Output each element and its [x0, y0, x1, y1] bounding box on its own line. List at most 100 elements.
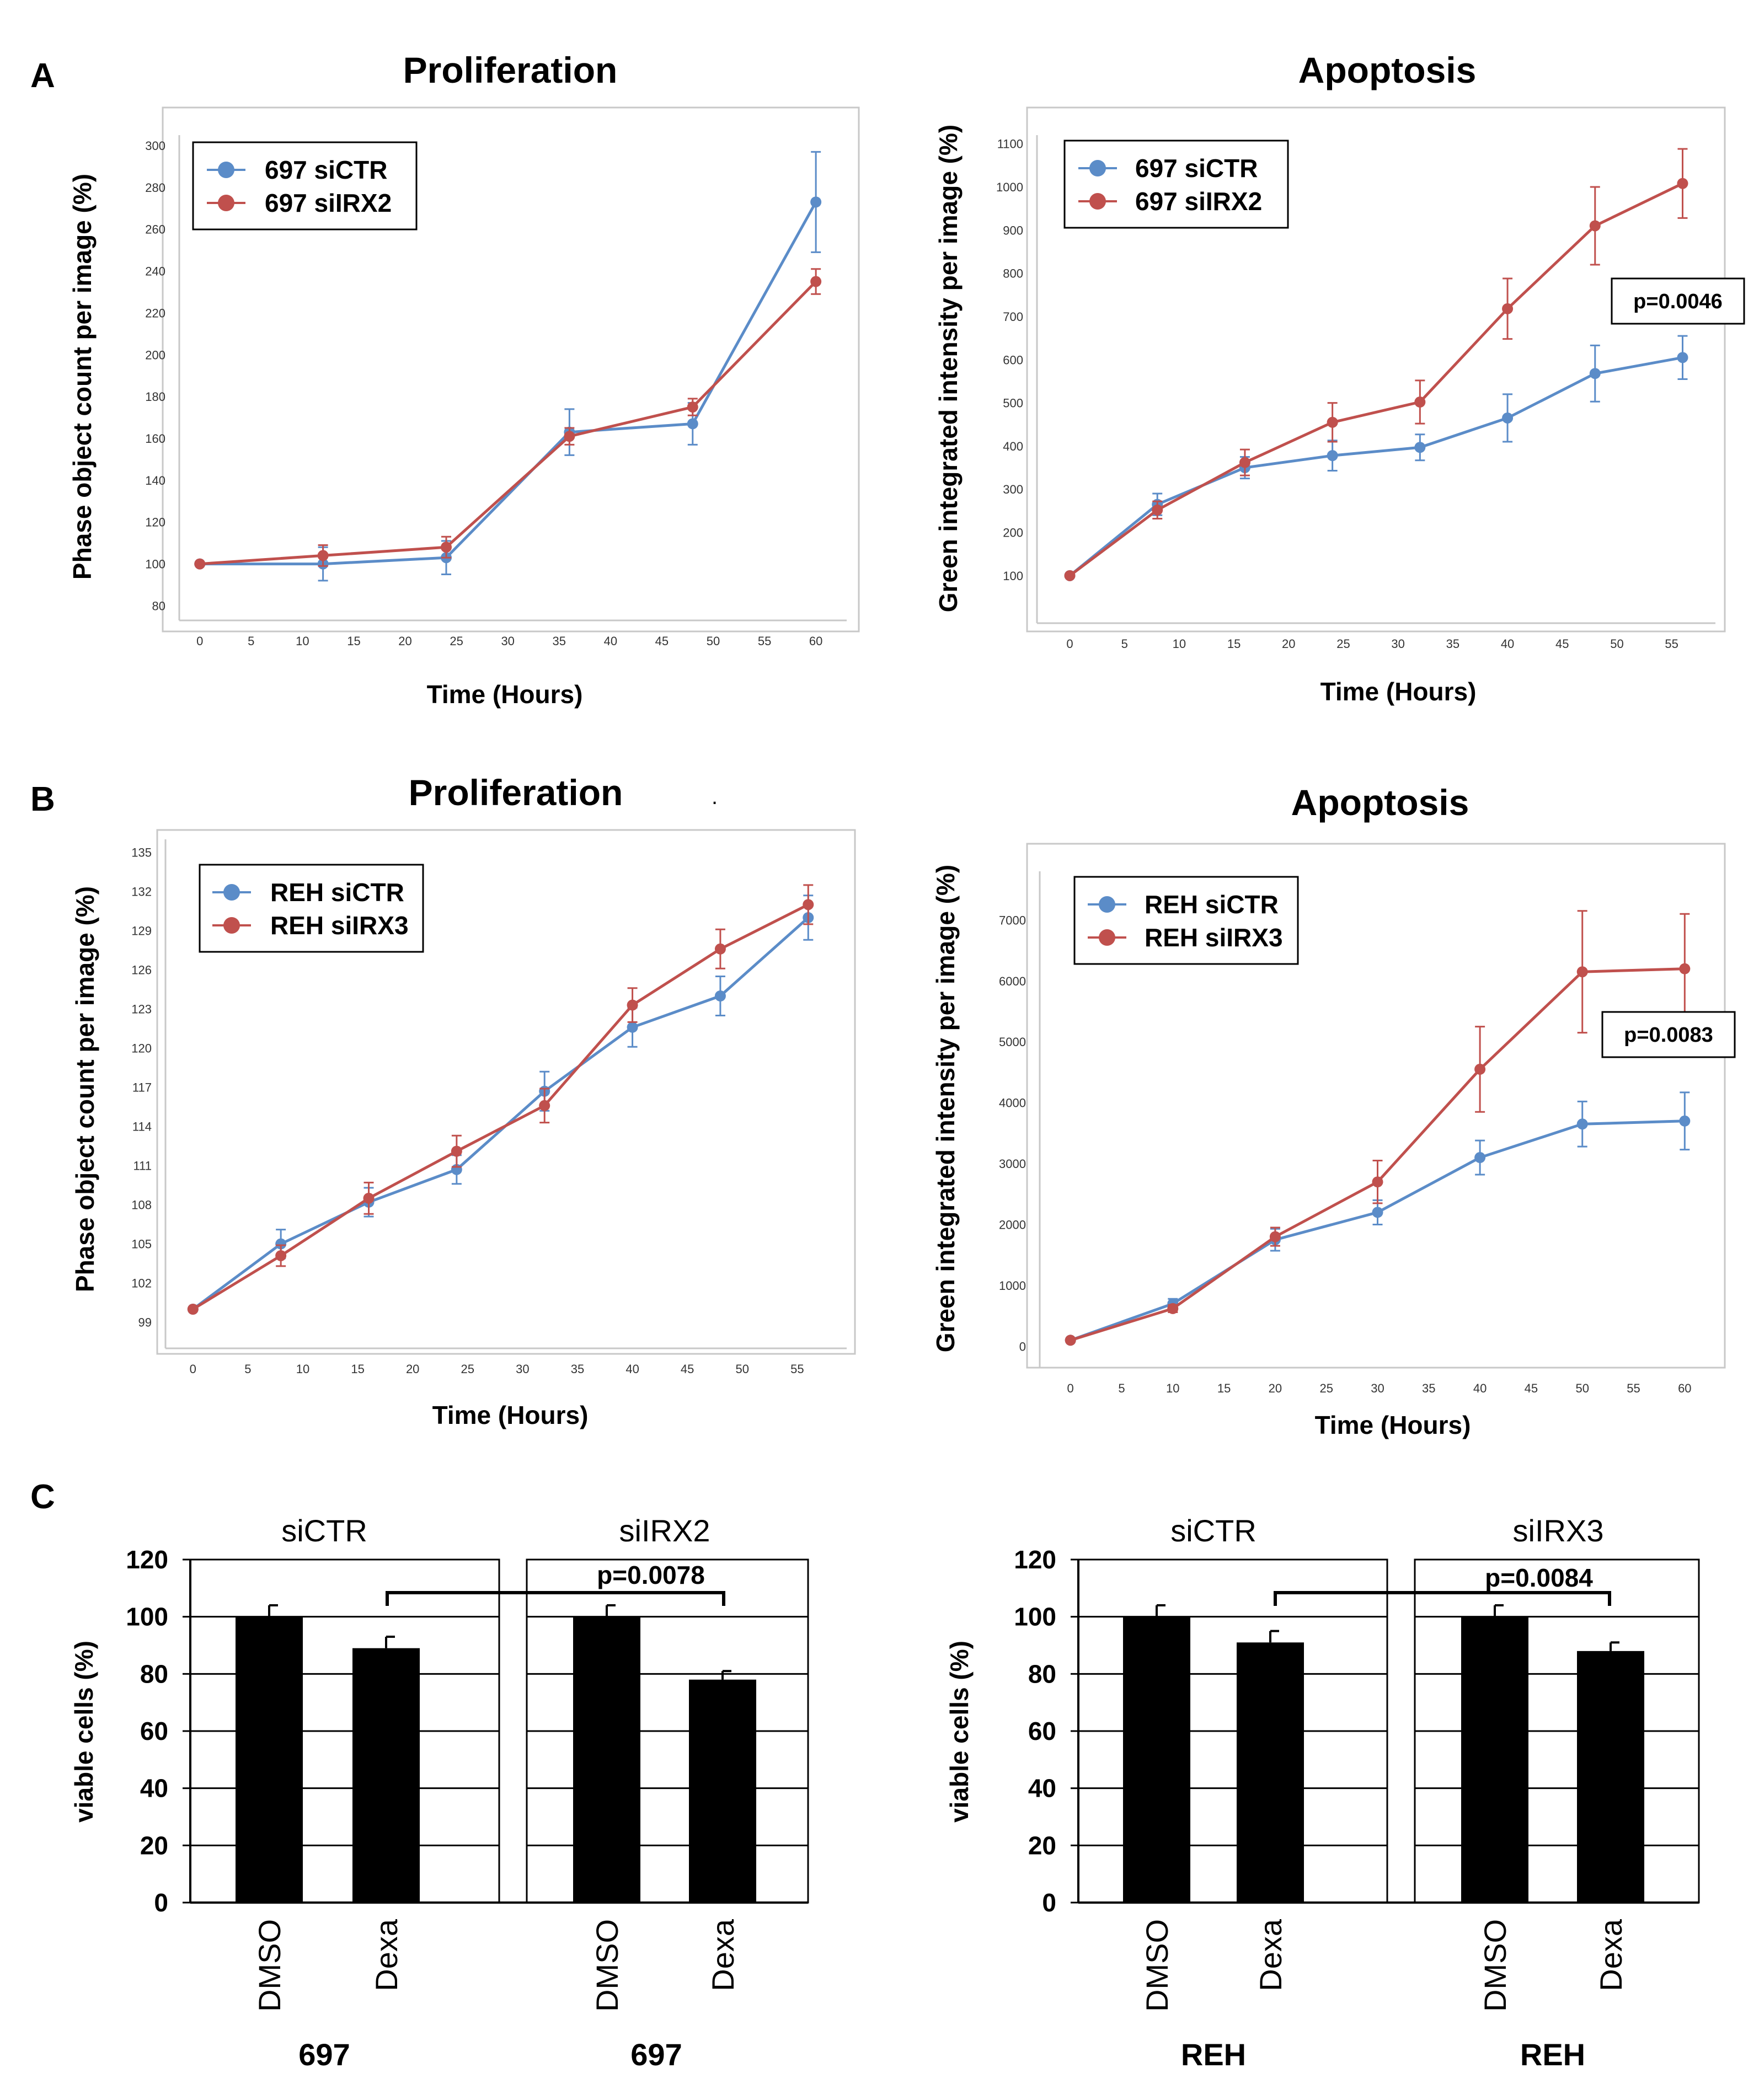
x-tick-label: 0 [1066, 637, 1073, 651]
panel-a1-proliferation: Proliferation 0 5 10 15 20 25 30 35 40 45 50 55 60 8… [68, 50, 860, 709]
series-2 [1064, 148, 1688, 581]
legend-marker-1 [1099, 896, 1115, 913]
x-tick-label: 20 [1269, 1381, 1282, 1395]
y-tick-label: 80 [152, 599, 165, 613]
y-tick-label: 111 [133, 1159, 152, 1173]
panel-b2-apoptosis: Apoptosis 0 5 10 15 20 25 30 35 40 45 50 55 60 0 1000… [931, 782, 1736, 1439]
x-tick-label: 40 [1501, 637, 1514, 651]
y-tick-label: 20 [1028, 1831, 1056, 1860]
y-tick-labels: 99 102 105 108 111 114 117 120 123 126 129 132 135 [131, 846, 152, 1330]
x-tick-label: 5 [248, 634, 254, 648]
cell-line-label-1: REH [1181, 2037, 1246, 2072]
y-tick-label: 80 [140, 1659, 168, 1688]
legend-label-1: REH siCTR [270, 878, 404, 907]
category-label: DMSO [590, 1919, 624, 2012]
p-value: p=0.0084 [1485, 1563, 1593, 1592]
x-tick-label: 30 [516, 1362, 529, 1376]
x-tick-label: 35 [553, 634, 566, 648]
legend: 697 siCTR 697 siIRX2 [1063, 140, 1289, 229]
series-line [1069, 182, 1683, 577]
legend-box [1073, 876, 1299, 965]
series-line [1068, 356, 1683, 577]
legend-marker-2 [218, 195, 234, 211]
y-tick-label: 180 [145, 390, 165, 404]
legend-label-1: REH siCTR [1145, 890, 1279, 919]
y-axis-label: Phase object count per image (%) [68, 174, 97, 580]
plot-frame [156, 829, 856, 1355]
legend-marker-1 [223, 884, 240, 901]
panel-b1-proliferation: Proliferation 0 5 10 15 20 25 30 35 40 45 50 55 99 1… [71, 772, 856, 1429]
data-point [1502, 303, 1514, 314]
data-point [1414, 397, 1426, 408]
cell-line-label-2: REH [1520, 2037, 1585, 2072]
y-tick-label: 400 [1003, 440, 1023, 453]
category-label: Dexa [705, 1919, 740, 1991]
group-label-2: siIRX3 [1513, 1513, 1604, 1548]
legend-box [192, 141, 418, 231]
y-tick-label: 800 [1003, 267, 1023, 281]
x-tick-label: 5 [1121, 637, 1128, 651]
panel-a2-apoptosis: Apoptosis 0 5 10 15 20 25 30 35 40 45 50 55 100 200 3… [934, 50, 1745, 706]
y-tick-label: 102 [131, 1277, 152, 1290]
data-point [803, 899, 814, 910]
data-point [687, 401, 698, 413]
x-tick-label: 0 [1067, 1381, 1074, 1395]
group-label-2: siIRX2 [619, 1513, 710, 1548]
x-tick-label: 0 [196, 634, 203, 648]
x-tick-label: 50 [736, 1362, 749, 1376]
y-tick-label: 2000 [999, 1218, 1026, 1231]
x-tick-label: 0 [190, 1362, 196, 1376]
data-point [687, 418, 698, 430]
data-point [1327, 450, 1338, 462]
chart-series [1064, 148, 1688, 581]
group-box-2 [1414, 1558, 1700, 1904]
y-tick-label: 120 [1014, 1545, 1056, 1574]
y-tick-label: 126 [131, 963, 152, 977]
y-tick-label: 60 [140, 1717, 168, 1745]
y-tick-label: 6000 [999, 974, 1026, 988]
x-tick-label: 10 [1173, 637, 1186, 651]
x-tick-label: 45 [1555, 637, 1569, 651]
x-tick-labels: 0 5 10 15 20 25 30 35 40 45 50 55 60 [196, 634, 822, 648]
data-point [441, 542, 452, 553]
y-axis-label: Green integrated intensity per image (%) [934, 125, 963, 612]
legend-marker-2 [1099, 929, 1115, 946]
data-point [187, 1304, 199, 1315]
data-point [1327, 416, 1338, 428]
category-label: DMSO [252, 1919, 287, 2012]
series-line [192, 903, 809, 1311]
y-tick-label: 105 [131, 1238, 152, 1251]
x-tick-label: 5 [244, 1362, 251, 1376]
y-tick-label: 300 [1003, 483, 1023, 496]
x-tick-label: 15 [351, 1362, 364, 1376]
y-tick-label: 129 [131, 924, 152, 938]
category-label: DMSO [1140, 1919, 1174, 2012]
p-value: p=0.0078 [597, 1561, 705, 1589]
group-box-1 [1077, 1558, 1388, 1904]
x-tick-label: 30 [501, 634, 514, 648]
data-point [194, 558, 206, 570]
chart-series [187, 884, 814, 1315]
bar [1577, 1651, 1644, 1903]
data-point [1372, 1176, 1383, 1188]
chart-series [194, 151, 822, 582]
series-1 [1065, 1091, 1691, 1346]
legend: 697 siCTR 697 siIRX2 [192, 141, 418, 231]
legend-label-2: 697 siIRX2 [1135, 187, 1262, 216]
data-point [1474, 1063, 1486, 1075]
y-tick-label: 117 [132, 1081, 152, 1095]
x-tick-label: 35 [1446, 637, 1459, 651]
legend-box [1063, 140, 1289, 229]
legend-marker-1 [1089, 160, 1106, 176]
y-tick-label: 280 [145, 181, 165, 195]
data-point [1152, 504, 1163, 516]
p-value: p=0.0046 [1633, 290, 1723, 313]
group-label-1: siCTR [281, 1513, 367, 1548]
chart-series [1065, 910, 1691, 1346]
data-point [714, 943, 726, 955]
y-tick-label: 0 [1042, 1888, 1056, 1917]
significance-bracket [1274, 1591, 1611, 1606]
data-point [1414, 442, 1426, 453]
y-axis-label: viable cells (%) [945, 1641, 974, 1823]
y-tick-label: 0 [1019, 1340, 1026, 1353]
